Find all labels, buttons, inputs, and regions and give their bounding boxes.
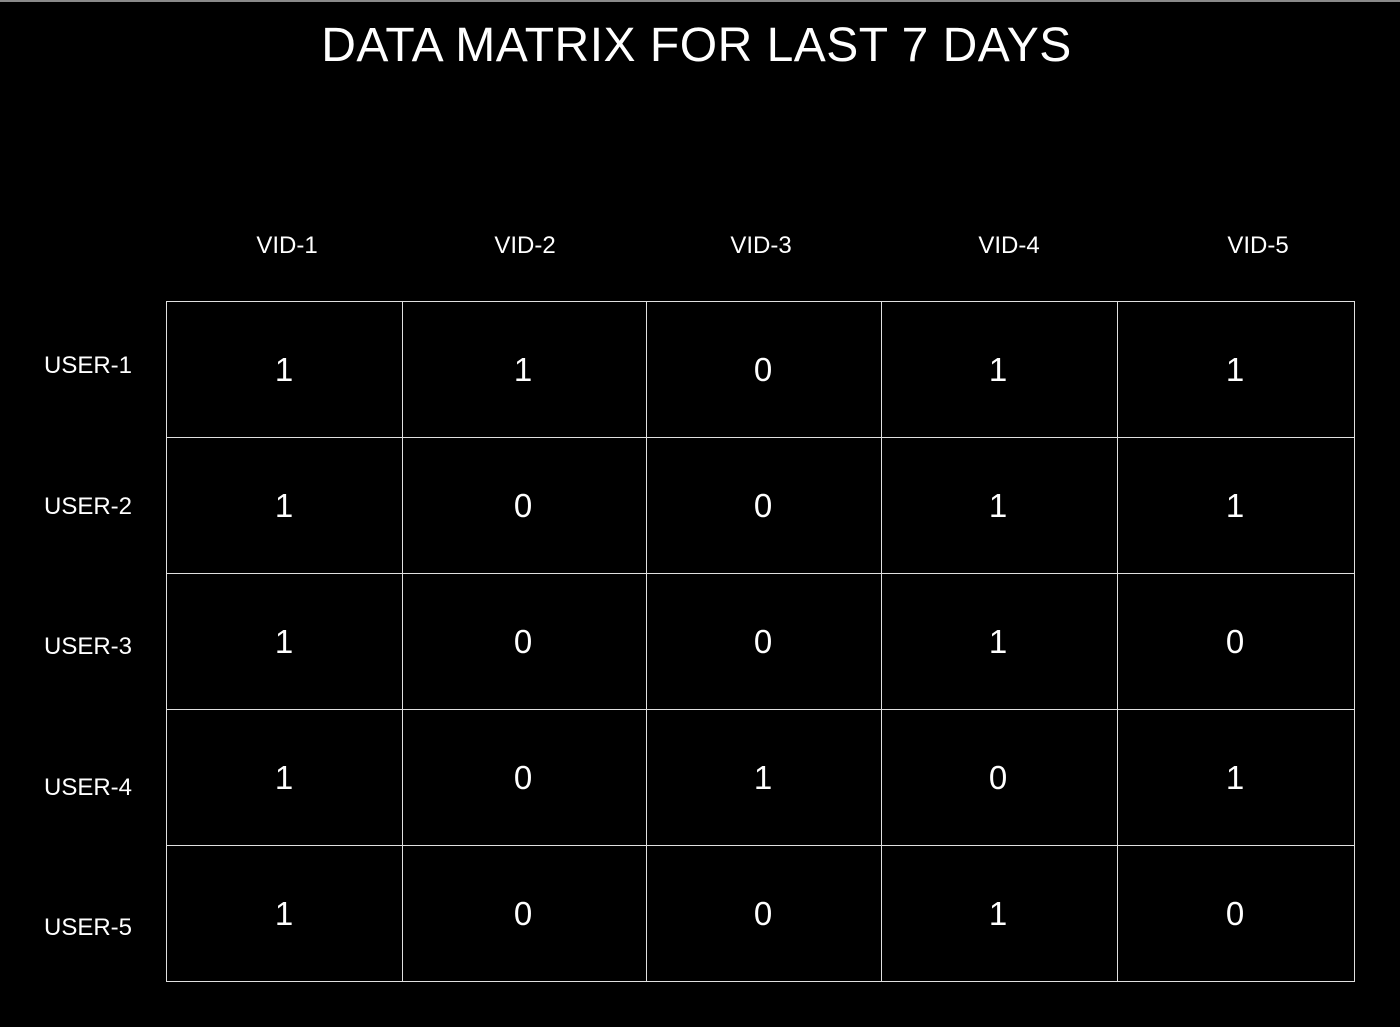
cell-value: 1: [274, 759, 294, 796]
matrix-cell: [881, 845, 1118, 982]
cell-value: 1: [1225, 759, 1245, 796]
matrix-cell: [646, 709, 882, 846]
matrix-cell: [1117, 845, 1355, 982]
matrix-grid: [166, 301, 1355, 982]
column-header: VID-5: [1227, 232, 1289, 259]
matrix-cell: [1117, 573, 1355, 710]
matrix-cell: [166, 845, 403, 982]
matrix-cell: [1117, 437, 1355, 574]
cell-value: 0: [753, 895, 773, 932]
cell-value: 1: [753, 759, 773, 796]
cell-value: 0: [513, 759, 533, 796]
matrix-cell: [166, 709, 403, 846]
matrix-cell: [402, 845, 647, 982]
matrix-cell: [402, 301, 647, 438]
cell-value: 1: [274, 487, 294, 524]
column-header: VID-1: [256, 232, 318, 259]
cell-value: 1: [274, 623, 294, 660]
cell-value: 0: [988, 759, 1008, 796]
matrix-cell: [881, 437, 1118, 574]
matrix-cell: [166, 573, 403, 710]
row-header: USER-1: [44, 352, 133, 379]
cell-value: 1: [1225, 487, 1245, 524]
column-header: VID-4: [978, 232, 1040, 259]
cell-value: 0: [753, 623, 773, 660]
top-border-line: [0, 0, 1400, 2]
matrix-cell: [881, 709, 1118, 846]
cell-value: 0: [513, 895, 533, 932]
cell-value: 1: [988, 895, 1008, 932]
cell-value: 0: [513, 487, 533, 524]
cell-value: 0: [753, 487, 773, 524]
cell-value: 1: [274, 895, 294, 932]
matrix-cell: [881, 573, 1118, 710]
row-header: USER-2: [44, 493, 133, 520]
cell-value: 1: [988, 623, 1008, 660]
cell-value: 1: [274, 351, 294, 388]
matrix-cell: [646, 437, 882, 574]
column-header: VID-2: [494, 232, 556, 259]
cell-value: 0: [1225, 895, 1245, 932]
matrix-cell: [402, 709, 647, 846]
matrix-cell: [881, 301, 1118, 438]
cell-value: 0: [1225, 623, 1245, 660]
matrix-cell: [166, 437, 403, 574]
cell-value: 1: [988, 351, 1008, 388]
column-header: VID-3: [730, 232, 792, 259]
matrix-cell: [646, 573, 882, 710]
page-title: DATA MATRIX FOR LAST 7 DAYS: [321, 19, 1072, 72]
matrix-cell: [646, 845, 882, 982]
cell-value: 1: [513, 351, 533, 388]
matrix-cell: [646, 301, 882, 438]
matrix-cell: [1117, 709, 1355, 846]
matrix-cell: [402, 437, 647, 574]
cell-value: 1: [1225, 351, 1245, 388]
cell-value: 0: [513, 623, 533, 660]
row-header: USER-4: [44, 774, 133, 801]
matrix-cell: [166, 301, 403, 438]
matrix-cell: [402, 573, 647, 710]
cell-value: 0: [753, 351, 773, 388]
matrix-cell: [1117, 301, 1355, 438]
row-header: USER-3: [44, 633, 133, 660]
row-header: USER-5: [44, 914, 133, 941]
cell-value: 1: [988, 487, 1008, 524]
